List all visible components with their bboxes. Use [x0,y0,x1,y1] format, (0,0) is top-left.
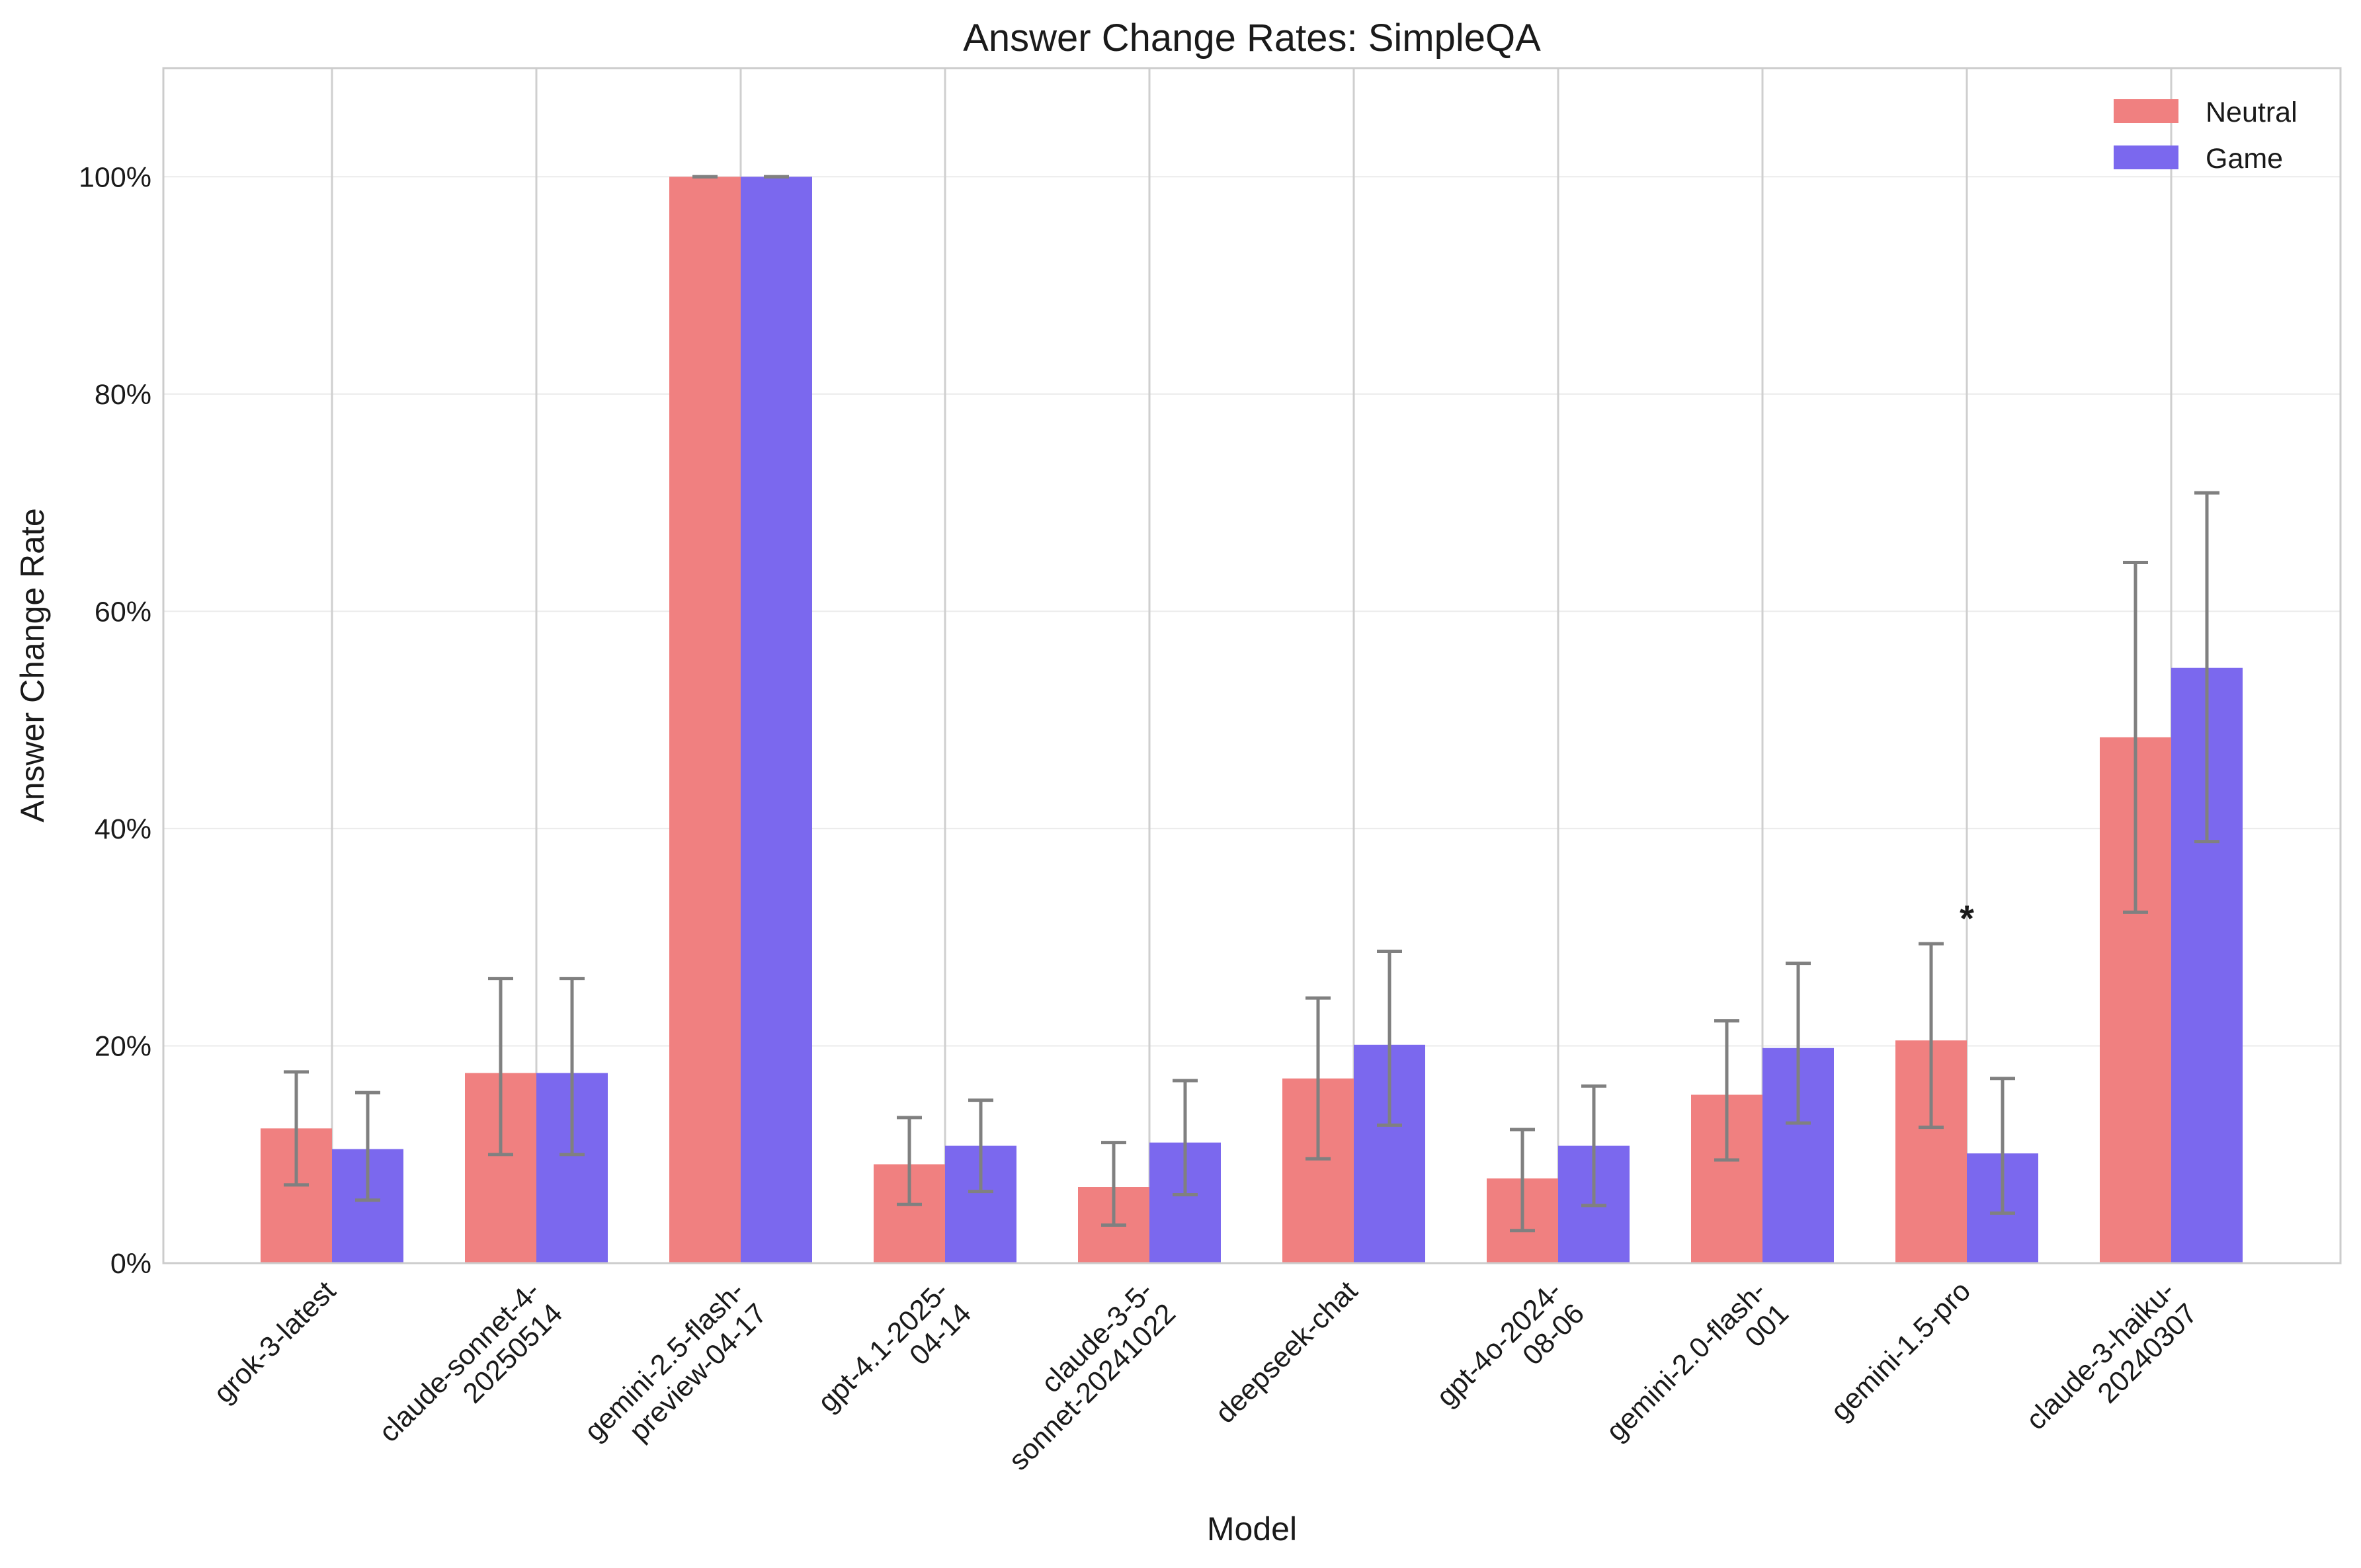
x-tick-label: gpt-4.1-2025-04-14 [812,1275,977,1440]
legend-swatch-neutral [2114,99,2178,123]
y-tick-label: 20% [95,1030,151,1062]
bar-game [741,177,812,1264]
x-tick-label: deepseek-chat [1210,1275,1364,1429]
x-tick-label: gemini-2.5-flash-preview-04-17 [579,1275,773,1469]
plot-frame [162,67,2342,1264]
x-tick-label: claude-sonnet-4-20250514 [373,1275,569,1471]
y-tick-label: 80% [95,379,151,411]
y-tick-label: 100% [79,161,151,193]
y-tick-label: 40% [95,813,151,845]
legend-label-neutral: Neutral [2206,97,2298,128]
chart-title: Answer Change Rates: SimpleQA [963,17,1541,60]
y-tick-labels: 0% 20% 40% 60% 80% 100% [79,161,151,1280]
legend-swatch-game [2114,145,2178,169]
bar-neutral [669,177,741,1264]
error-bars-layer [284,175,2219,1233]
y-axis-title: Answer Change Rate [14,508,51,822]
x-tick-label: claude-3-haiku-20240307 [2020,1275,2204,1458]
x-tick-label: gpt-4o-2024-08-06 [1430,1275,1591,1435]
x-axis-title: Model [1207,1510,1297,1547]
bars-layer [261,177,2243,1264]
x-tick-label: gemini-1.5-pro [1825,1275,1977,1427]
x-tick-label: claude-3-5-sonnet-20241022 [980,1275,1182,1477]
legend-label-game: Game [2206,143,2283,175]
x-tick-label: grok-3-latest [208,1275,342,1409]
annotations-layer: * [1960,897,1974,939]
x-tick-label: gemini-2.0-flash-001 [1600,1275,1795,1469]
significance-marker: * [1960,897,1974,939]
x-tick-labels: grok-3-latest claude-sonnet-4-20250514 gem… [208,1275,2204,1477]
legend: Neutral Game [2114,97,2298,175]
y-tick-label: 0% [110,1248,151,1280]
y-tick-label: 60% [95,596,151,628]
